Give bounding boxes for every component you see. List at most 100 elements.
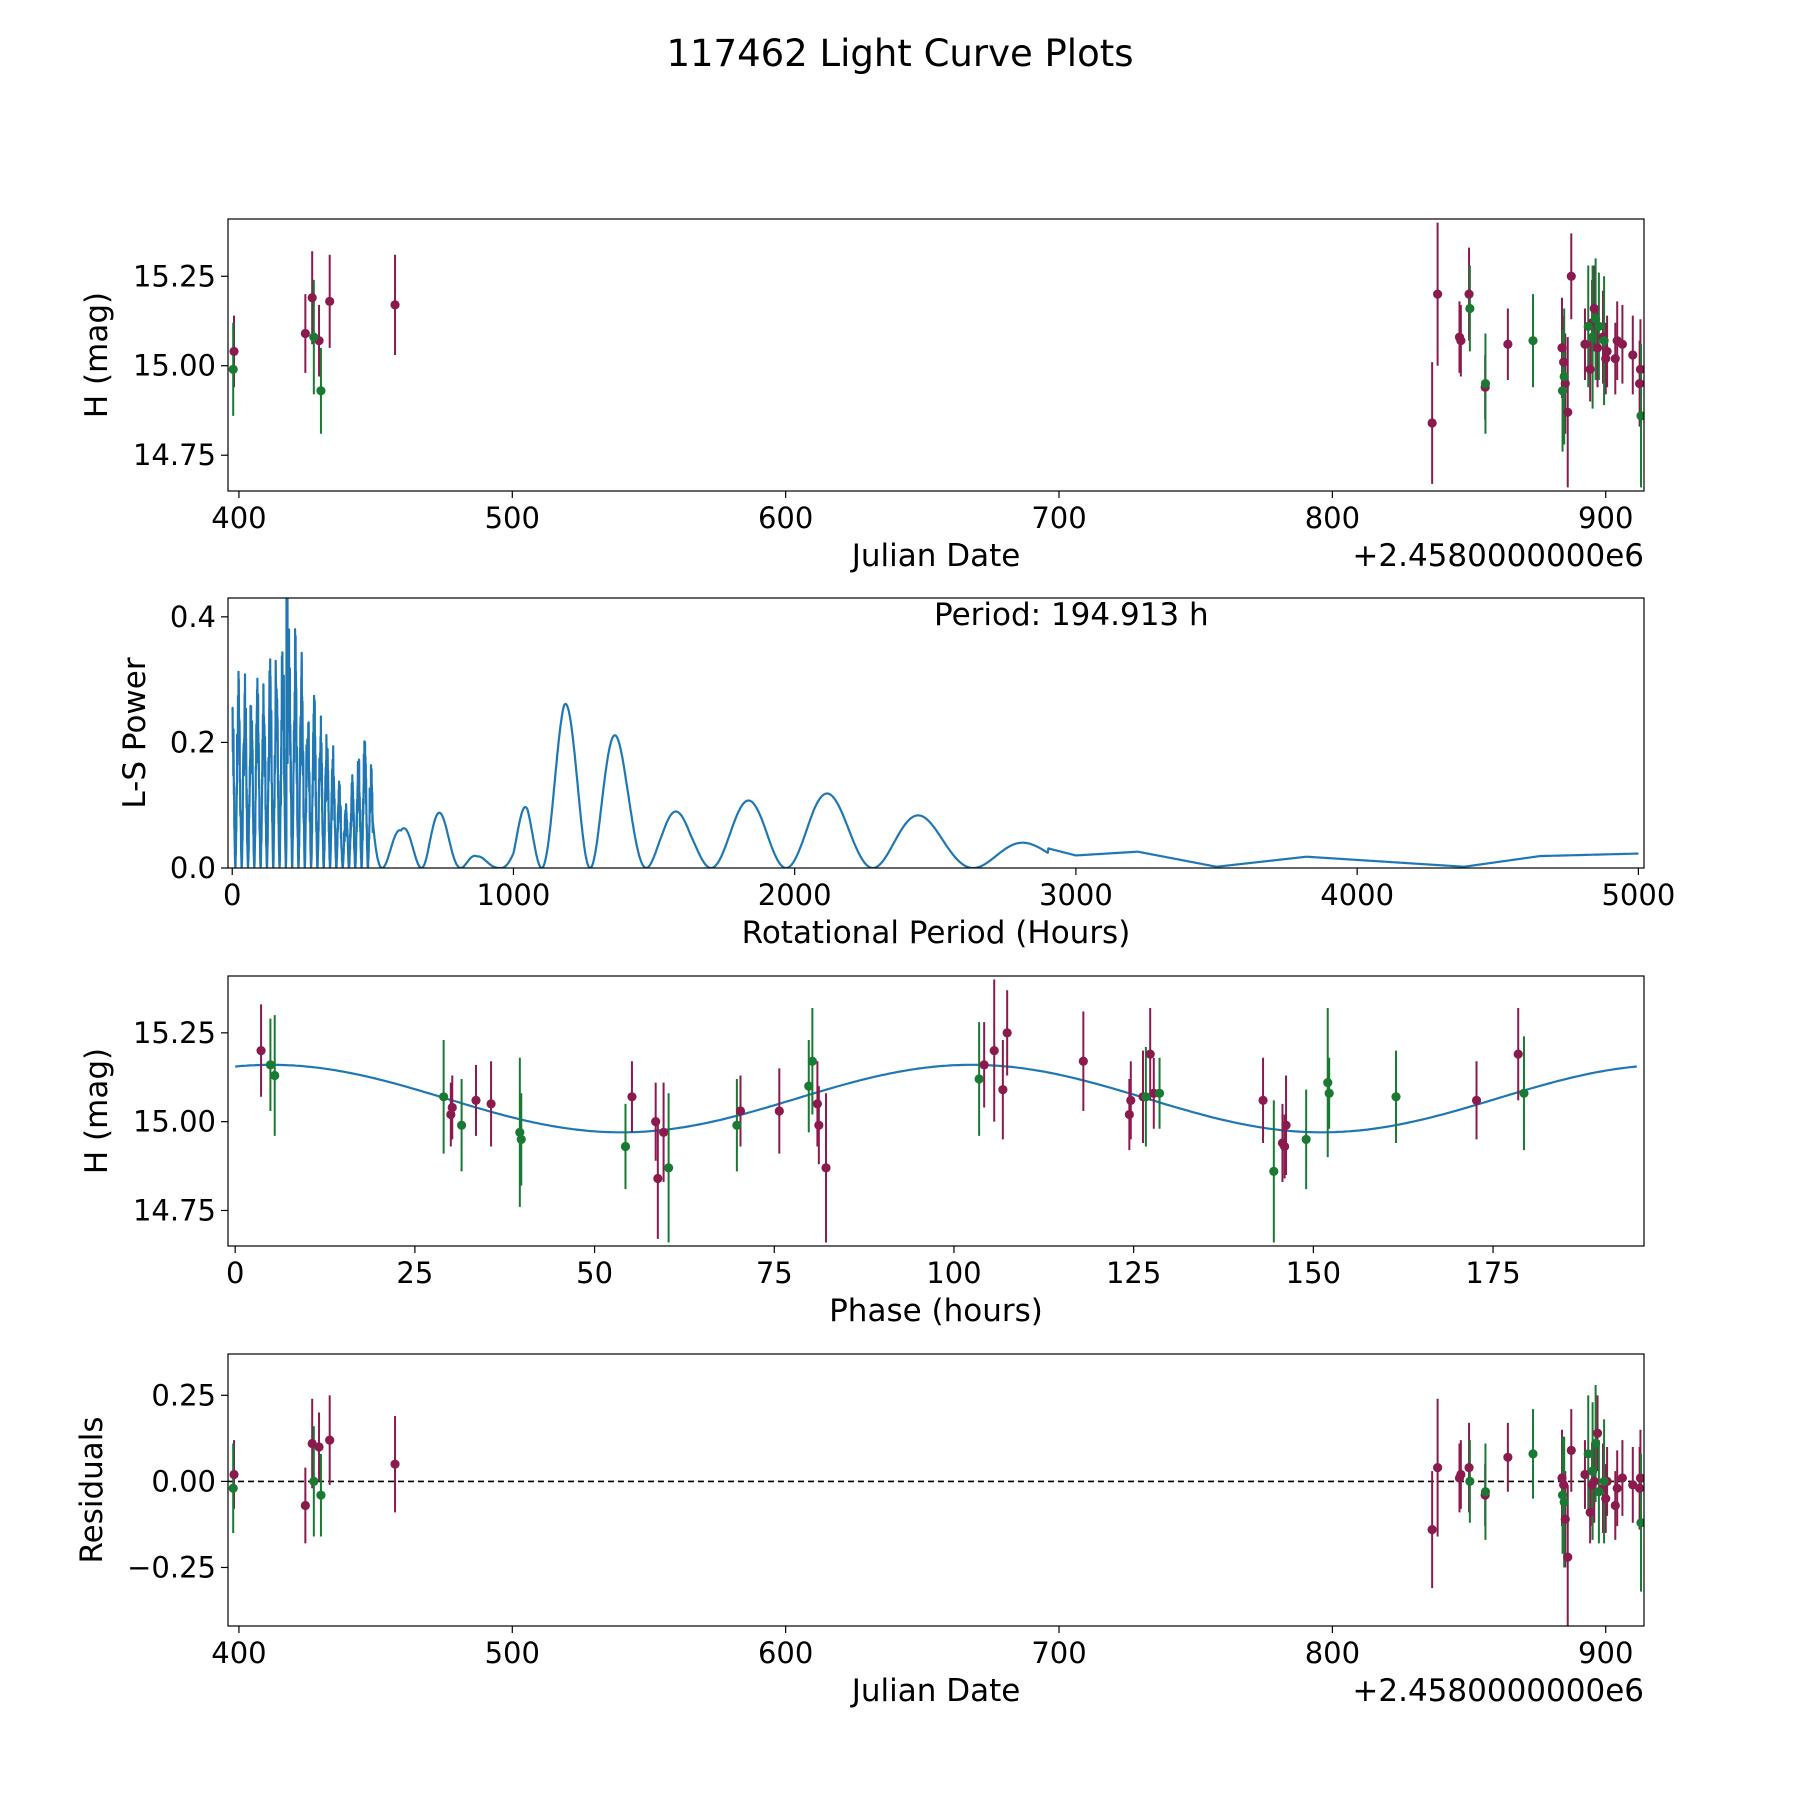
- data-point-magenta: [1628, 1480, 1638, 1490]
- x-tick-label: 600: [758, 501, 813, 535]
- data-point-magenta: [814, 1120, 824, 1130]
- data-point-green: [1583, 1449, 1593, 1459]
- data-point-magenta: [1617, 1473, 1628, 1483]
- data-point-magenta: [486, 1099, 496, 1109]
- x-tick-label: 800: [1305, 1636, 1360, 1670]
- x-tick-label: 25: [396, 1256, 433, 1290]
- data-point-magenta: [229, 346, 239, 357]
- data-point-green: [1528, 336, 1538, 346]
- data-point-green: [1465, 303, 1475, 314]
- axes-frame: [227, 597, 1645, 869]
- data-point-magenta: [653, 1173, 663, 1184]
- data-point-magenta: [1585, 364, 1595, 374]
- data-point-magenta: [1456, 336, 1466, 346]
- data-point-magenta: [1592, 343, 1603, 353]
- y-tick-label: 14.75: [133, 438, 216, 472]
- y-tick-label: 15.00: [133, 349, 216, 383]
- data-point-magenta: [1145, 1049, 1155, 1059]
- y-tick-label: 15.25: [133, 1016, 216, 1050]
- data-point-magenta: [1559, 1480, 1569, 1490]
- axes-frame: [227, 975, 1645, 1247]
- data-point-magenta: [256, 1046, 266, 1056]
- data-point-magenta: [658, 1127, 669, 1137]
- x-tick-label: 700: [1031, 1636, 1086, 1670]
- panel-periodogram: 0 1000 2000 3000 4000 5000 0.0 0.2 0.4 Rotational…: [117, 597, 1675, 951]
- x-tick-label: 400: [211, 1636, 266, 1670]
- data-point-green: [1141, 1092, 1151, 1102]
- y-tick-label: 15.25: [133, 259, 216, 293]
- period-annotation: Period: 194.913 h: [934, 597, 1209, 633]
- x-offset-text: +2.4580000000e6: [1352, 1673, 1644, 1709]
- data-point-magenta: [1580, 339, 1590, 349]
- data-point-magenta: [1464, 1463, 1474, 1473]
- data-point-magenta: [1589, 1476, 1599, 1486]
- data-point-magenta: [1427, 418, 1437, 428]
- data-point-magenta: [1258, 1095, 1268, 1105]
- figure-title: 117462 Light Curve Plots: [666, 32, 1133, 75]
- x-axis-label: Phase (hours): [829, 1293, 1043, 1329]
- y-tick-label: −0.25: [127, 1550, 216, 1584]
- panel-phase-folded: 0 25 50 75 100 125 150 175 14.75 15.00 15.25 Phase …: [79, 975, 1645, 1329]
- data-point-green: [316, 386, 326, 396]
- data-point-magenta: [1563, 407, 1573, 417]
- panel-light-curve: 400 500 600 700 800 900 14.75 15.00 15.25 Julian …: [79, 218, 1645, 574]
- data-point-green: [807, 1056, 817, 1066]
- data-point-green: [309, 332, 319, 342]
- data-point-magenta: [229, 1469, 239, 1480]
- axes-frame: [227, 1353, 1645, 1627]
- data-point-green: [1557, 1490, 1568, 1500]
- data-point-magenta: [1559, 357, 1569, 367]
- data-point-green: [1583, 321, 1593, 331]
- x-tick-label: 2000: [758, 878, 832, 912]
- data-point-magenta: [1566, 1445, 1576, 1456]
- data-point-magenta: [1124, 1109, 1134, 1120]
- data-point-magenta: [1612, 1483, 1622, 1493]
- data-point-green: [1599, 1476, 1609, 1486]
- data-point-magenta: [1585, 1507, 1595, 1517]
- x-tick-label: 500: [485, 1636, 540, 1670]
- plot-area: [231, 598, 1639, 868]
- data-point-magenta: [735, 1106, 746, 1116]
- data-point-magenta: [1635, 364, 1644, 374]
- y-tick-label: 14.75: [133, 1193, 216, 1227]
- data-point-magenta: [390, 1459, 400, 1469]
- data-point-green: [1465, 1476, 1475, 1486]
- data-point-green: [974, 1074, 984, 1084]
- data-point-magenta: [1280, 1141, 1290, 1152]
- plot-area: [228, 222, 1644, 488]
- data-point-magenta: [1433, 1463, 1443, 1473]
- data-point-magenta: [1589, 303, 1599, 314]
- data-point-magenta: [1126, 1095, 1136, 1105]
- data-point-green: [457, 1120, 467, 1130]
- data-point-green: [1480, 379, 1491, 389]
- data-point-magenta: [1560, 379, 1570, 389]
- data-point-magenta: [1628, 350, 1638, 360]
- data-point-magenta: [1610, 1500, 1620, 1511]
- x-tick-label: 800: [1305, 501, 1360, 535]
- data-point-green: [270, 1070, 280, 1081]
- data-point-green: [1559, 1497, 1569, 1507]
- panel-residuals: 400 500 600 700 800 900 −0.25 0.00 0.25 Julian Da…: [74, 1353, 1645, 1709]
- data-point-magenta: [307, 293, 317, 303]
- x-tick-label: 900: [1578, 501, 1633, 535]
- data-point-magenta: [1433, 289, 1443, 299]
- data-point-magenta: [1592, 1428, 1603, 1438]
- data-point-magenta: [1456, 1469, 1466, 1480]
- y-tick-label: 0.00: [151, 1464, 216, 1498]
- y-axis-label: L-S Power: [117, 657, 153, 808]
- data-point-green: [1324, 1088, 1334, 1098]
- x-tick-label: 0: [223, 878, 241, 912]
- data-point-green: [1301, 1134, 1311, 1145]
- data-point-green: [1391, 1092, 1401, 1102]
- data-point-magenta: [989, 1046, 999, 1056]
- data-point-magenta: [1281, 1120, 1291, 1130]
- y-tick-label: 0.4: [170, 600, 216, 634]
- data-point-green: [1559, 371, 1569, 382]
- data-point-magenta: [446, 1109, 456, 1120]
- data-point-magenta: [1557, 343, 1567, 353]
- x-tick-label: 5000: [1601, 878, 1675, 912]
- data-point-green: [265, 1060, 276, 1070]
- plot-area: [228, 1384, 1644, 1626]
- data-point-magenta: [1635, 1473, 1644, 1483]
- data-point-magenta: [1427, 1524, 1437, 1535]
